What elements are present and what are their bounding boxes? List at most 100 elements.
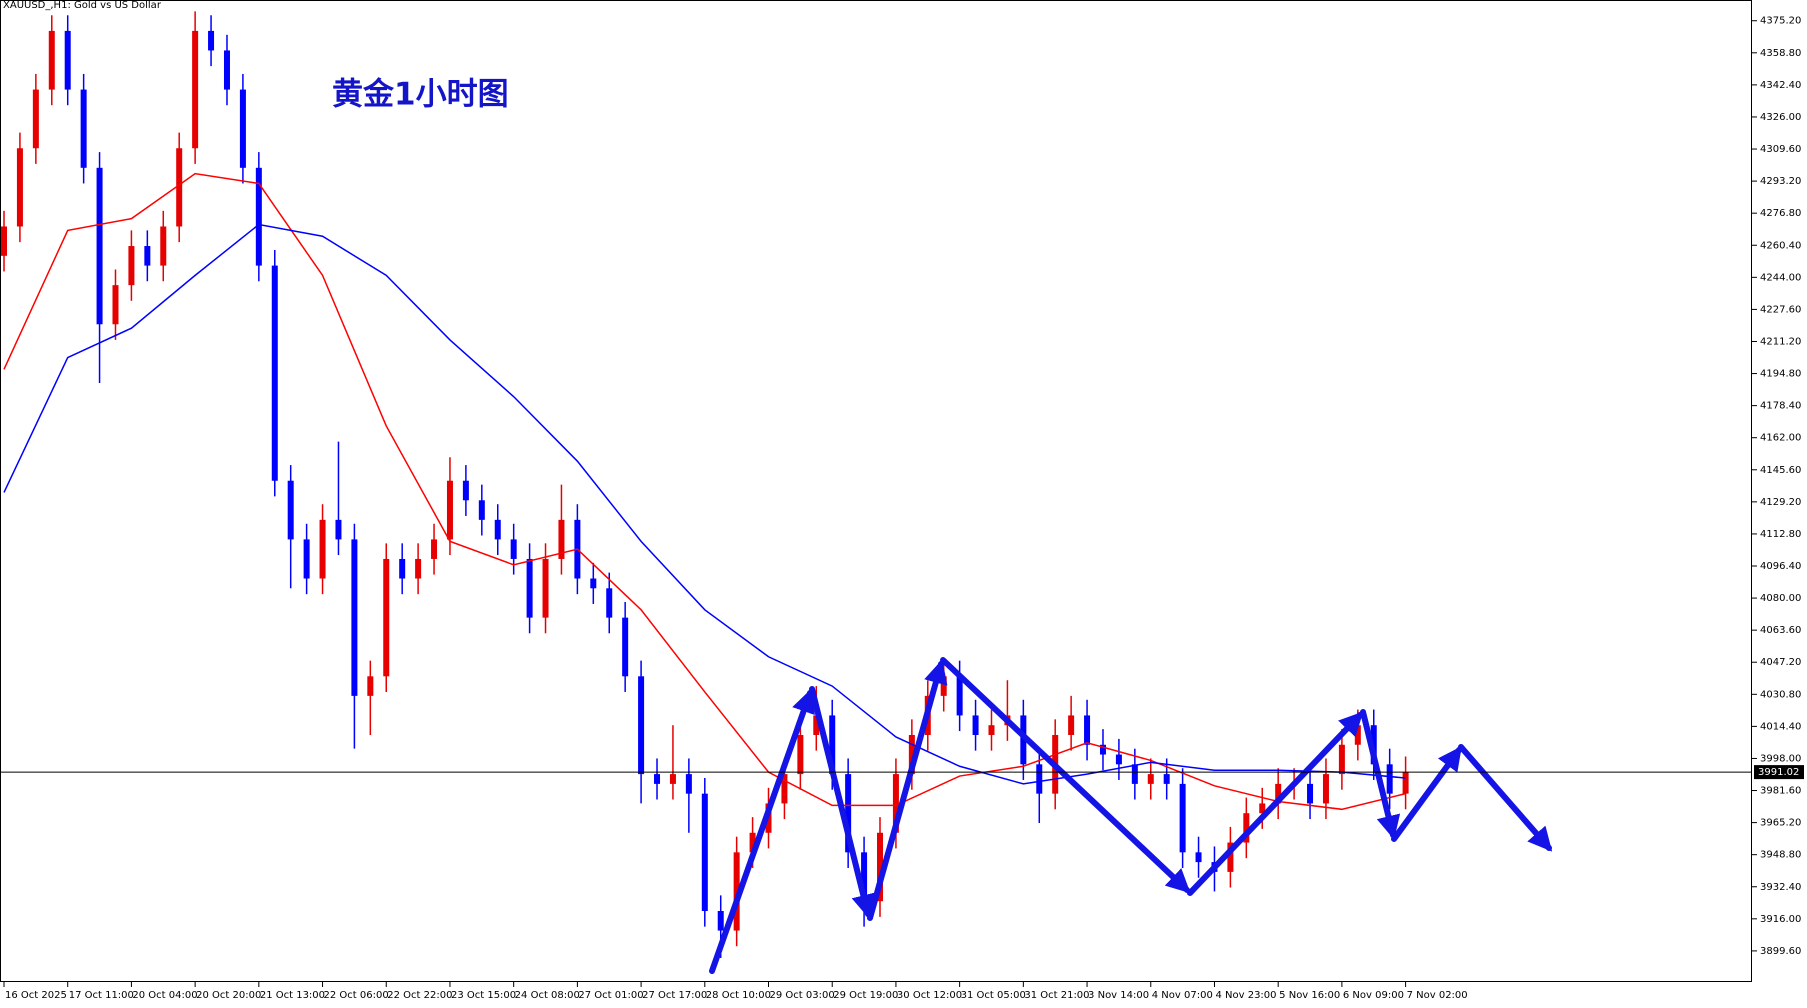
arrow [1458, 744, 1553, 852]
y-tick-label: 4047.20 [1760, 657, 1801, 668]
arrow [809, 686, 876, 919]
marks [1, 11, 1409, 958]
y-tick-label: 4358.80 [1760, 48, 1801, 59]
current-price-box [1754, 765, 1804, 780]
x-tick-label: 27 Oct 17:00 [642, 990, 707, 1001]
plot-frame [0, 0, 1752, 982]
x-tick-label: 27 Oct 01:00 [578, 990, 643, 1001]
y-tick-label: 3965.20 [1760, 818, 1801, 829]
x-tick-label: 31 Oct 21:00 [1024, 990, 1089, 1001]
y-tick-label: 4293.20 [1760, 176, 1801, 187]
candle-body [431, 539, 438, 559]
candle-body [96, 167, 103, 325]
candle-body [701, 793, 708, 912]
candle-body [669, 774, 676, 784]
x-tick-label: 24 Oct 08:00 [515, 990, 580, 1001]
chart-title: 黄金1小时图 [332, 77, 509, 113]
candle-body [908, 734, 915, 775]
x-tick-label: 31 Oct 05:00 [961, 990, 1026, 1001]
symbol-header: XAUUSD_,H1: Gold vs US Dollar [3, 0, 162, 11]
candle-body [192, 30, 199, 149]
candle-body [1259, 803, 1266, 814]
arrow [709, 688, 815, 974]
candle-body [1020, 715, 1027, 765]
candle-body [128, 246, 135, 286]
y-tick-label: 4244.00 [1760, 272, 1801, 283]
candle-body [1068, 715, 1075, 735]
candle-body [1386, 764, 1393, 794]
candle-body [877, 832, 883, 902]
candle-body [462, 480, 469, 501]
candle-body [638, 676, 645, 775]
candle-body [399, 558, 406, 579]
candle-body [622, 617, 629, 677]
arrow [940, 657, 1191, 894]
y-tick-label: 4178.40 [1760, 401, 1801, 412]
candle-body [255, 167, 262, 266]
candle-body [335, 519, 342, 540]
candle-body [1195, 852, 1202, 863]
candle-body [1084, 715, 1091, 745]
x-tick-label: 20 Oct 04:00 [132, 990, 197, 1001]
candle-body [1099, 744, 1106, 755]
trend-arrows [709, 657, 1553, 974]
x-tick-label: 17 Oct 11:00 [69, 990, 134, 1001]
candle-body [1243, 813, 1250, 843]
x-tick-label: 6 Nov 09:00 [1343, 990, 1404, 1001]
y-tick-label: 4194.80 [1760, 369, 1801, 380]
arrow [1187, 711, 1364, 896]
candle-body [717, 911, 724, 931]
candle-body [367, 676, 374, 696]
candle-body [144, 246, 151, 266]
y-tick-label: 4162.00 [1760, 433, 1801, 444]
candle-body [606, 588, 613, 618]
candle-body [972, 715, 979, 735]
candle-body [176, 148, 183, 227]
candle-body [16, 148, 23, 227]
candle-body [654, 774, 661, 784]
candle-body [1338, 744, 1345, 775]
candle-body [478, 500, 485, 520]
candle-body [351, 539, 358, 696]
y-tick-label: 3932.40 [1760, 882, 1801, 893]
arrow [867, 659, 948, 921]
arrow [1391, 746, 1462, 842]
y-tick-label: 4080.00 [1760, 593, 1801, 604]
candle-body [1131, 764, 1138, 784]
candle-body [510, 539, 517, 559]
candle-body [64, 30, 71, 90]
y-tick-label: 4112.80 [1760, 529, 1801, 540]
y-tick-label: 4211.20 [1760, 336, 1801, 347]
y-tick-label: 4096.40 [1760, 561, 1801, 572]
candle-body [303, 539, 310, 579]
moving-average [3, 223, 1406, 785]
candle-body [446, 480, 453, 540]
x-tick-label: 4 Nov 23:00 [1215, 990, 1276, 1001]
candle-body [813, 715, 820, 735]
candle-body [685, 774, 692, 794]
x-tick-label: 23 Oct 15:00 [451, 990, 516, 1001]
x-tick-label: 20 Oct 20:00 [196, 990, 261, 1001]
y-tick-label: 4375.20 [1760, 16, 1801, 27]
candle-body [526, 558, 533, 618]
candle-body [1147, 774, 1154, 784]
y-tick-label: 4014.40 [1760, 721, 1801, 732]
y-tick-label: 4063.60 [1760, 625, 1801, 636]
candle-body [797, 734, 804, 775]
candle-body [383, 558, 390, 677]
x-tick-label: 30 Oct 12:00 [897, 990, 962, 1001]
y-tick-label: 4342.40 [1760, 80, 1801, 91]
x-tick-label: 4 Nov 07:00 [1152, 990, 1213, 1001]
candle-body [160, 226, 167, 266]
x-tick-label: 29 Oct 03:00 [770, 990, 835, 1001]
candle-body [80, 89, 87, 168]
candle-body [32, 89, 39, 149]
y-tick-label: 4129.20 [1760, 497, 1801, 508]
candle-body [1163, 774, 1170, 784]
x-tick-label: 5 Nov 16:00 [1279, 990, 1340, 1001]
x-tick-label: 29 Oct 19:00 [833, 990, 898, 1001]
candle-body [733, 852, 740, 931]
candle-body [956, 676, 963, 716]
candle-body [892, 774, 899, 833]
